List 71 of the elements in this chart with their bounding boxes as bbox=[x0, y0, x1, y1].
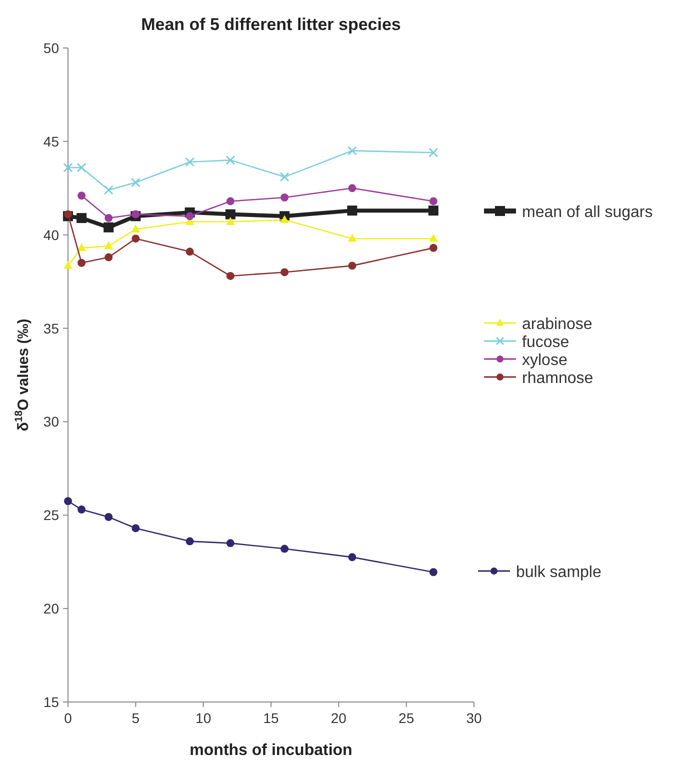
point bbox=[348, 234, 357, 242]
point bbox=[64, 210, 72, 218]
point bbox=[104, 253, 113, 262]
point bbox=[76, 162, 86, 172]
y-tick-label: 30 bbox=[43, 414, 60, 430]
point bbox=[225, 209, 236, 220]
point bbox=[226, 272, 234, 280]
y-tick-label: 35 bbox=[43, 320, 60, 336]
point bbox=[186, 537, 194, 546]
point bbox=[64, 497, 72, 506]
point bbox=[226, 155, 236, 165]
point bbox=[186, 248, 194, 256]
point bbox=[132, 524, 140, 532]
point bbox=[130, 178, 140, 188]
x-axis-title: months of incubation bbox=[190, 742, 352, 759]
point bbox=[104, 214, 113, 222]
point bbox=[104, 513, 113, 522]
y-tick-label: 15 bbox=[43, 694, 60, 710]
point bbox=[76, 213, 87, 224]
point bbox=[132, 210, 140, 218]
legend-label: fucose bbox=[522, 334, 570, 351]
legend-label: bulk sample bbox=[516, 564, 602, 581]
legend-label: xylose bbox=[522, 352, 568, 369]
y-tick-label: 45 bbox=[43, 133, 60, 150]
point bbox=[104, 185, 114, 195]
x-tick-label: 5 bbox=[132, 710, 140, 726]
point bbox=[347, 206, 358, 216]
point bbox=[348, 553, 356, 562]
legend-label: rhamnose bbox=[522, 370, 594, 387]
point bbox=[429, 234, 438, 242]
point bbox=[429, 244, 438, 252]
point bbox=[348, 184, 356, 192]
point bbox=[226, 216, 235, 225]
y-tick-label: 40 bbox=[43, 226, 60, 243]
point bbox=[428, 148, 438, 158]
point bbox=[78, 192, 86, 200]
point bbox=[280, 172, 290, 182]
point bbox=[226, 197, 234, 206]
point bbox=[226, 539, 234, 548]
point bbox=[132, 234, 140, 243]
point bbox=[63, 162, 73, 172]
point bbox=[131, 224, 140, 232]
point bbox=[280, 268, 289, 276]
point bbox=[429, 197, 438, 206]
point bbox=[429, 568, 438, 576]
y-tick-label: 20 bbox=[43, 600, 60, 617]
point bbox=[185, 157, 195, 167]
point bbox=[428, 206, 438, 216]
point bbox=[78, 258, 86, 267]
point bbox=[280, 193, 289, 202]
y-tick-label: 50 bbox=[43, 40, 60, 56]
point bbox=[64, 260, 72, 269]
point bbox=[78, 506, 86, 514]
x-tick-label: 0 bbox=[64, 710, 72, 726]
x-tick-label: 25 bbox=[398, 710, 414, 726]
point bbox=[348, 262, 356, 270]
chart-title: Mean of 5 different litter species bbox=[141, 15, 401, 34]
y-tick-label: 25 bbox=[43, 507, 60, 524]
point bbox=[104, 241, 113, 250]
point bbox=[280, 215, 289, 224]
legend-label: arabinose bbox=[522, 316, 592, 333]
x-tick-label: 20 bbox=[330, 710, 347, 726]
point bbox=[77, 243, 86, 252]
x-tick-label: 15 bbox=[263, 710, 279, 726]
point bbox=[347, 146, 357, 156]
point bbox=[186, 212, 194, 220]
legend-label: mean of all sugars bbox=[522, 204, 653, 221]
x-tick-label: 30 bbox=[466, 710, 482, 726]
point bbox=[280, 544, 289, 553]
x-tick-label: 10 bbox=[196, 710, 212, 726]
point bbox=[104, 222, 114, 232]
